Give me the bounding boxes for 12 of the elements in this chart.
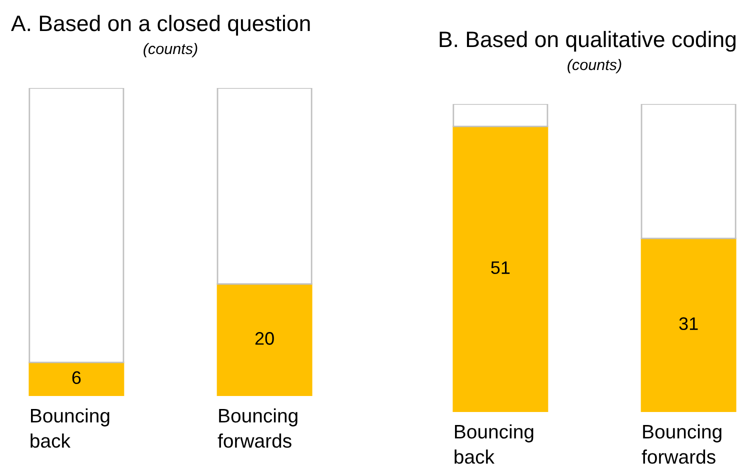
chart-title: B. Based on qualitative coding (440, 30, 736, 52)
chart-subtitle: (counts) (144, 42, 198, 58)
chart-title: A. Based on a closed question (11, 14, 310, 36)
data-label: 20 (255, 332, 274, 345)
data-label: 51 (491, 261, 510, 274)
data-label: 31 (679, 317, 698, 330)
chart-subtitle: (counts) (568, 58, 622, 74)
x-tick-label: Bouncing back (454, 424, 534, 464)
data-label: 6 (72, 371, 81, 384)
x-tick-label: Bouncing forwards (642, 424, 722, 464)
x-tick-label: Bouncing forwards (218, 408, 298, 448)
x-tick-label: Bouncing back (30, 408, 110, 448)
